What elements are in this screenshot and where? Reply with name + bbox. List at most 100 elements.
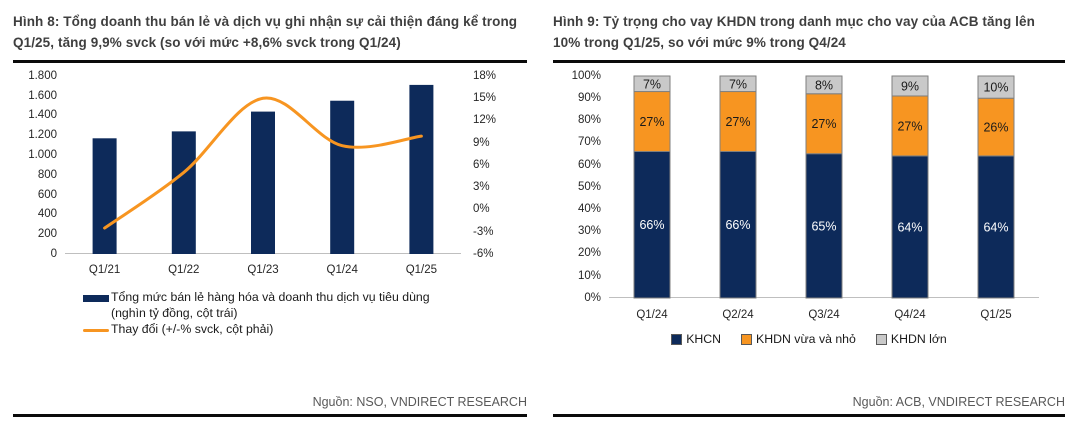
khdn-sme-swatch bbox=[741, 334, 753, 346]
figure9-stacked-chart: 0% 10% 20% 30% 40% 50% 60% 70% 80% 90% 100% 66% 27% 7… bbox=[557, 70, 1065, 326]
growth-line bbox=[103, 96, 423, 230]
segment-value-label: 27% bbox=[811, 117, 836, 131]
retail-bar bbox=[251, 111, 275, 254]
segment-value-label: 66% bbox=[725, 218, 750, 232]
stacked-segment bbox=[977, 155, 1015, 299]
right-axis-tick-label: 12% bbox=[473, 114, 497, 127]
left-axis-tick-label: 1.600 bbox=[28, 89, 57, 102]
segment-value-label: 27% bbox=[897, 119, 922, 133]
stacked-segment bbox=[891, 155, 929, 299]
line-series-swatch bbox=[83, 328, 109, 333]
right-axis-tick-label: -3% bbox=[473, 225, 494, 238]
x-axis-label: Q3/24 bbox=[808, 308, 840, 321]
figure9-bottom-rule bbox=[553, 414, 1065, 417]
y-axis-tick-label: 40% bbox=[577, 203, 601, 216]
retail-bar bbox=[92, 138, 117, 254]
legend-label-khcn: KHCN bbox=[686, 331, 722, 346]
y-axis-tick-label: 30% bbox=[577, 225, 601, 238]
segment-value-label: 65% bbox=[811, 219, 836, 233]
segment-value-label: 27% bbox=[639, 115, 664, 129]
left-axis-tick-label: 400 bbox=[37, 208, 57, 221]
stacked-segment bbox=[891, 75, 929, 97]
figure8-title-rule bbox=[13, 59, 527, 63]
segment-value-label: 9% bbox=[901, 79, 919, 93]
left-axis-tick-label: 1.800 bbox=[28, 69, 57, 82]
left-axis-tick-label: 600 bbox=[37, 188, 57, 201]
right-axis-tick-label: 6% bbox=[473, 158, 490, 171]
figure8-legend: Tổng mức bán lẻ hàng hóa và doanh thu dị… bbox=[83, 290, 527, 338]
y-axis-tick-label: 10% bbox=[577, 269, 601, 282]
legend-item-growth-line: Thay đổi (+/-% svck, cột phải) bbox=[83, 322, 527, 338]
figure8-panel: Hình 8: Tổng doanh thu bán lẻ và dịch vụ… bbox=[0, 0, 537, 435]
left-axis-tick-label: 1.400 bbox=[28, 109, 57, 122]
figure9-panel: Hình 9: Tỷ trọng cho vay KHDN trong danh… bbox=[537, 0, 1077, 435]
right-axis-tick-label: 3% bbox=[473, 181, 490, 194]
y-axis-tick-label: 50% bbox=[577, 180, 601, 193]
khcn-swatch bbox=[671, 334, 683, 346]
left-axis-tick-label: 0 bbox=[50, 247, 57, 260]
legend-item-khdn-sme: KHDN vừa và nhỏ bbox=[741, 332, 856, 348]
segment-value-label: 7% bbox=[643, 77, 661, 91]
x-axis-label: Q1/24 bbox=[326, 263, 358, 276]
left-axis-tick-label: 1.000 bbox=[28, 148, 57, 161]
retail-bar bbox=[330, 100, 355, 254]
y-axis-tick-label: 90% bbox=[577, 92, 601, 105]
segment-value-label: 10% bbox=[983, 80, 1008, 94]
y-axis-tick-label: 100% bbox=[571, 69, 601, 82]
left-axis-tick-label: 800 bbox=[37, 168, 57, 181]
legend-label-khdn-large: KHDN lớn bbox=[890, 331, 947, 346]
left-axis-tick-label: 1.200 bbox=[28, 129, 57, 142]
legend-item-khdn-large: KHDN lớn bbox=[875, 331, 947, 348]
x-axis-label: Q1/25 bbox=[980, 308, 1012, 321]
right-axis-tick-label: 0% bbox=[473, 203, 490, 216]
x-axis-label: Q1/21 bbox=[88, 263, 121, 276]
right-axis-tick-label: -6% bbox=[473, 247, 494, 260]
retail-bar bbox=[171, 131, 196, 254]
right-axis-tick-label: 18% bbox=[473, 69, 497, 82]
khdn-large-swatch bbox=[875, 334, 887, 346]
stacked-segment bbox=[719, 150, 757, 299]
retail-bar bbox=[409, 84, 434, 254]
figure8-bottom-rule bbox=[13, 414, 527, 417]
legend-label-growth: Thay đổi (+/-% svck, cột phải) bbox=[111, 321, 274, 336]
stacked-segment bbox=[891, 95, 929, 157]
y-axis-tick-label: 80% bbox=[577, 114, 601, 127]
stacked-segment bbox=[633, 150, 671, 299]
x-axis-label: Q1/25 bbox=[405, 263, 438, 276]
x-axis-label: Q1/24 bbox=[636, 308, 668, 321]
stacked-segment bbox=[805, 93, 843, 155]
x-axis-label: Q1/22 bbox=[168, 263, 200, 276]
figure9-title-rule bbox=[553, 59, 1065, 63]
figure8-combo-chart: 0 200 400 600 800 1.000 1.200 1.400 1.600 1.800 -6… bbox=[13, 70, 527, 282]
stacked-segment bbox=[977, 75, 1015, 99]
legend-label-khdn-sme: KHDN vừa và nhỏ bbox=[756, 331, 856, 346]
right-axis-tick-label: 9% bbox=[473, 136, 490, 149]
legend-item-khcn: KHCN bbox=[671, 332, 721, 348]
figure9-legend: KHCN KHDN vừa và nhỏ KHDN lớn bbox=[553, 332, 1065, 348]
stacked-segment bbox=[805, 153, 843, 299]
segment-value-label: 27% bbox=[725, 115, 750, 129]
segment-value-label: 64% bbox=[897, 220, 922, 234]
y-axis-tick-label: 0% bbox=[584, 291, 601, 304]
stacked-segment bbox=[805, 75, 843, 95]
segment-value-label: 66% bbox=[639, 218, 664, 232]
y-axis-tick-label: 60% bbox=[577, 158, 601, 171]
segment-value-label: 8% bbox=[815, 78, 833, 92]
x-axis-label: Q2/24 bbox=[722, 308, 754, 321]
segment-value-label: 26% bbox=[983, 120, 1008, 134]
stacked-segment bbox=[719, 75, 757, 92]
legend-item-retail-bars: Tổng mức bán lẻ hàng hóa và doanh thu dị… bbox=[83, 290, 527, 322]
figure8-source: Nguồn: NSO, VNDIRECT RESEARCH bbox=[312, 395, 527, 409]
figure9-plot: 66% 27% 7% 66% 27% 7% 65% 27% 8% 64% 27% 9% 64% 26% 10… bbox=[609, 75, 1039, 299]
figure9-source: Nguồn: ACB, VNDIRECT RESEARCH bbox=[852, 395, 1065, 409]
segment-value-label: 7% bbox=[729, 77, 747, 91]
left-axis-tick-label: 200 bbox=[37, 228, 57, 241]
figure9-title: Hình 9: Tỷ trọng cho vay KHDN trong danh… bbox=[553, 14, 1035, 50]
legend-label-retail: Tổng mức bán lẻ hàng hóa và doanh thu dị… bbox=[111, 289, 430, 320]
x-axis-label: Q1/23 bbox=[247, 263, 279, 276]
figure8-title: Hình 8: Tổng doanh thu bán lẻ và dịch vụ… bbox=[13, 14, 518, 50]
y-axis-tick-label: 70% bbox=[577, 136, 601, 149]
bar-series-swatch bbox=[83, 294, 109, 302]
figure8-plot bbox=[65, 84, 461, 254]
